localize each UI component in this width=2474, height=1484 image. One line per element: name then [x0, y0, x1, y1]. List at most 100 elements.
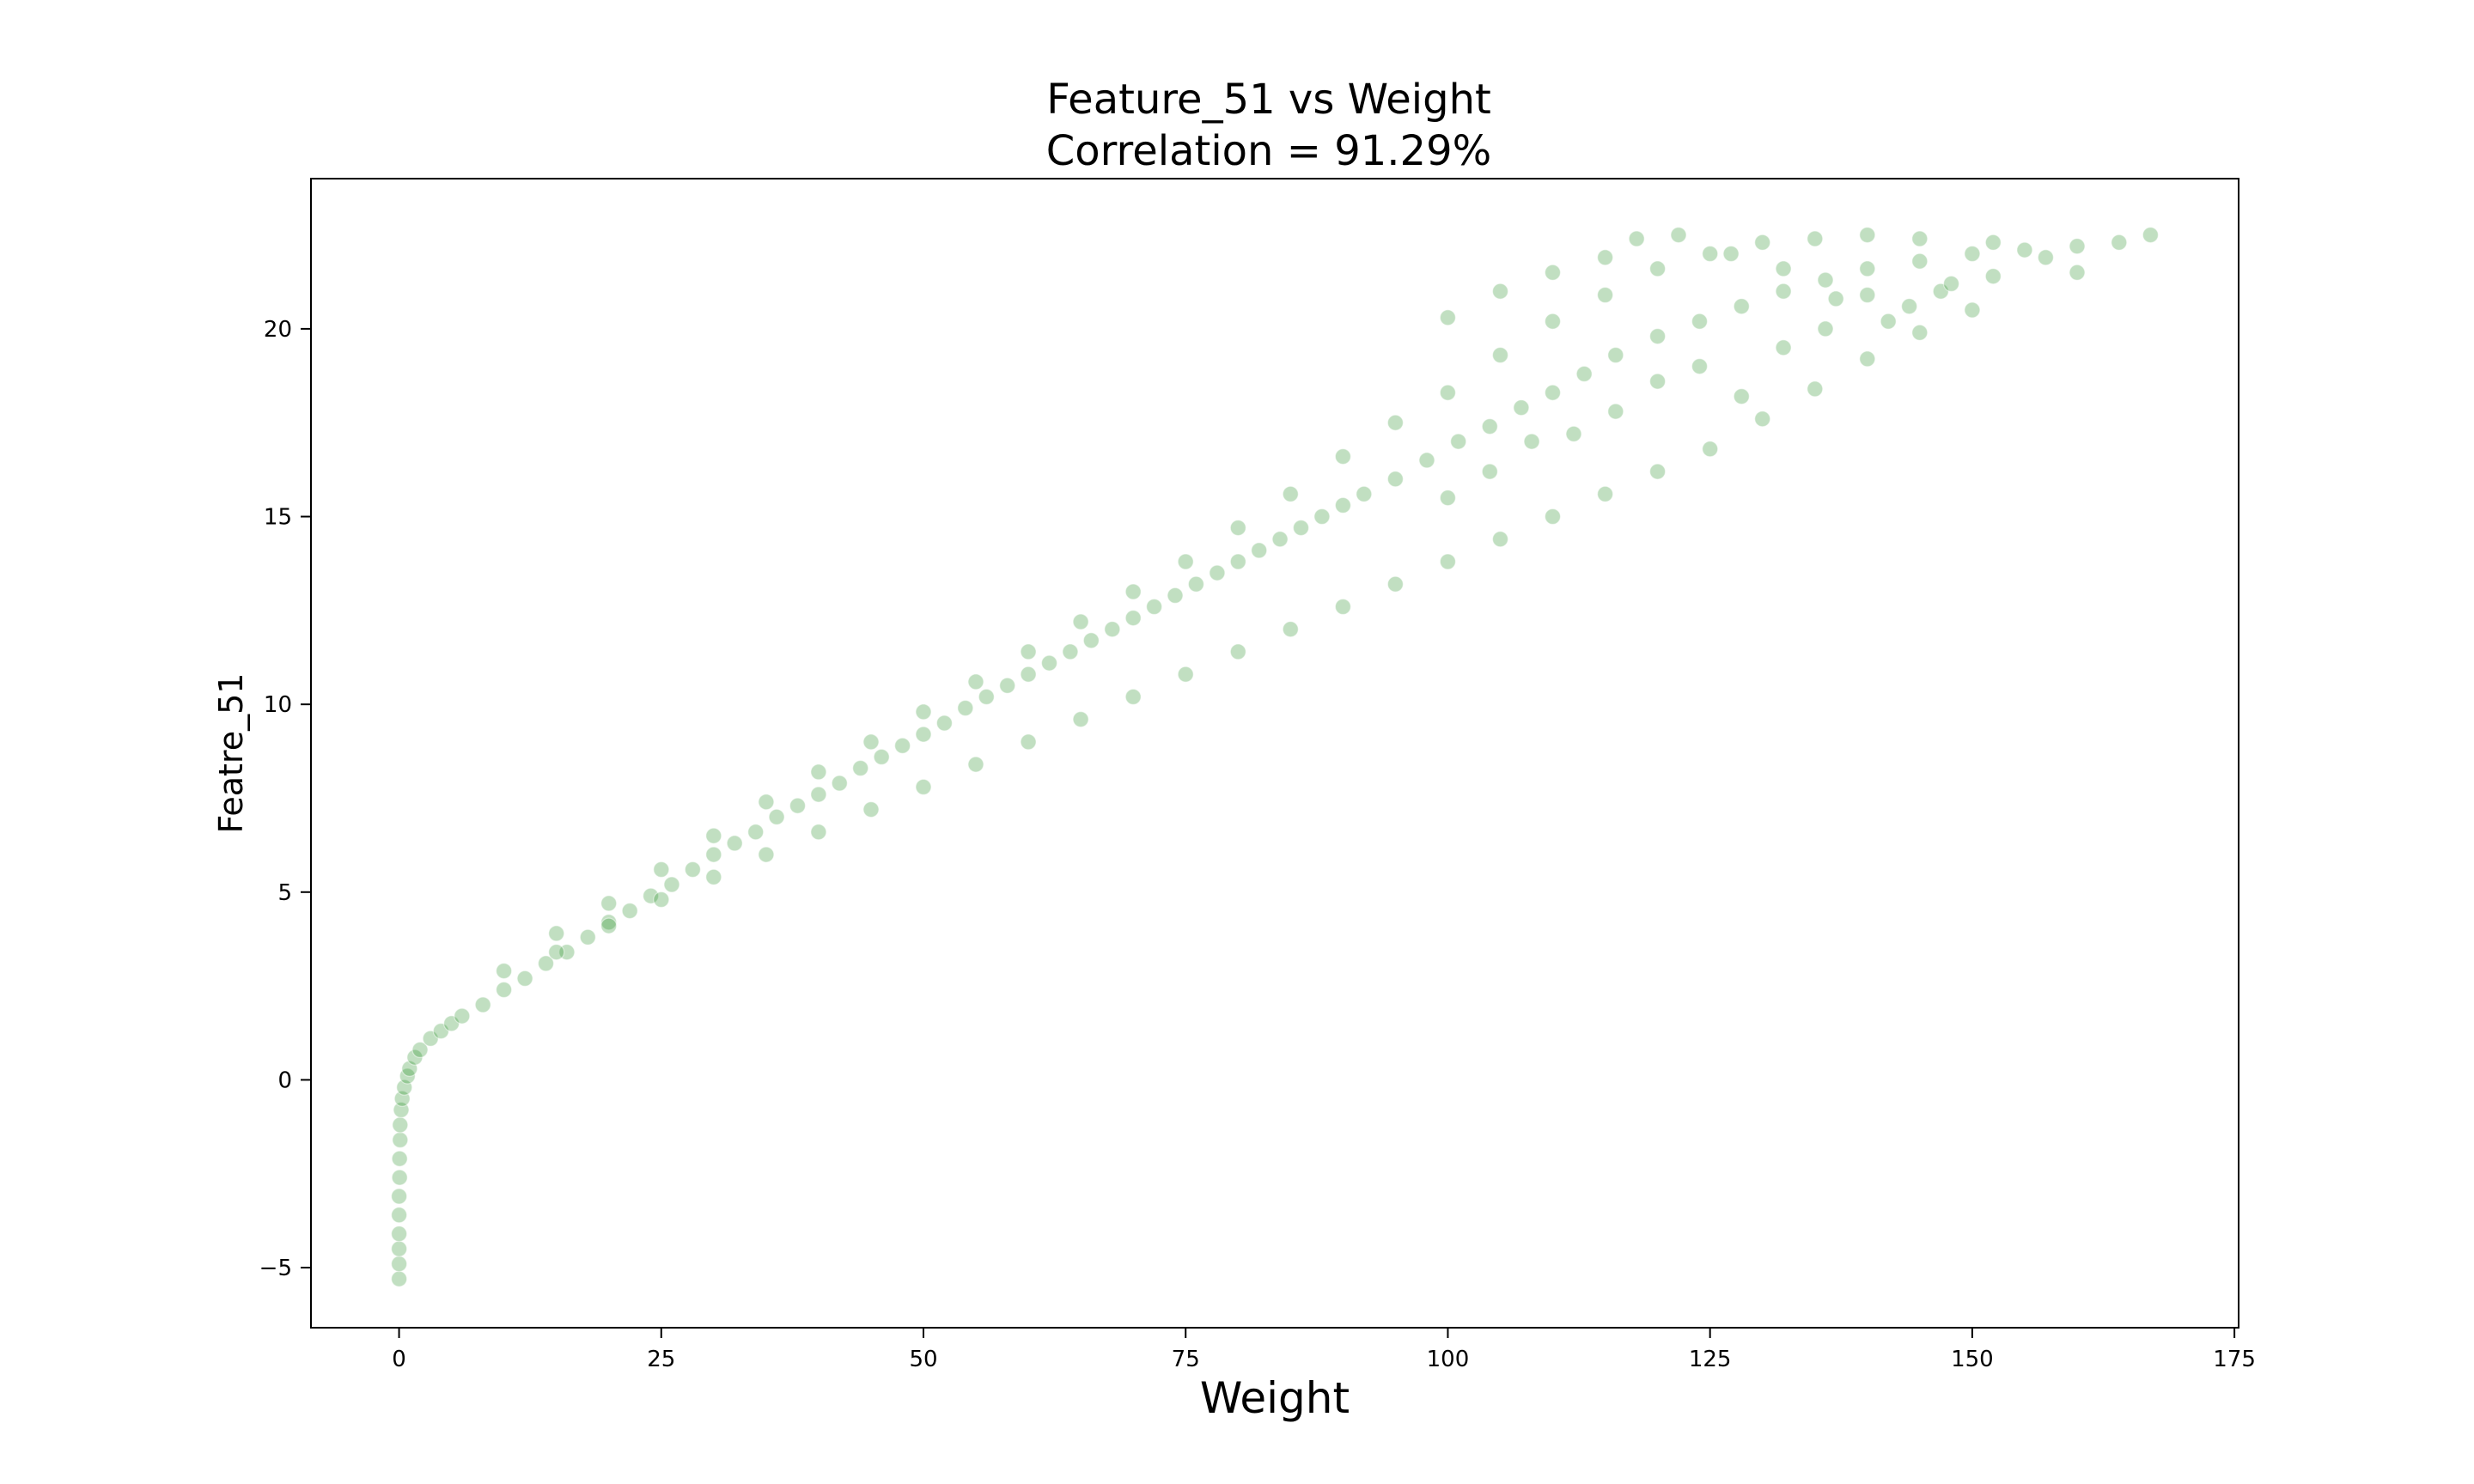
- scatter-point: [1670, 227, 1687, 244]
- x-tick-label: 150: [1951, 1347, 1994, 1372]
- scatter-point: [1565, 425, 1582, 442]
- scatter-point: [915, 726, 932, 743]
- scatter-point: [1145, 598, 1163, 616]
- scatter-point: [1439, 309, 1457, 326]
- x-tick-label: 0: [392, 1347, 406, 1372]
- scatter-point: [391, 1169, 408, 1186]
- scatter-point: [978, 688, 995, 706]
- scatter-point: [1177, 553, 1194, 570]
- scatter-point: [1104, 621, 1121, 638]
- scatter-point: [2069, 264, 2086, 281]
- scatter-point: [758, 846, 775, 863]
- y-axis-label: Featre_51: [212, 673, 250, 834]
- scatter-point: [391, 1207, 408, 1224]
- scatter-point: [684, 861, 702, 879]
- scatter-point: [1964, 301, 1981, 319]
- scatter-point: [1386, 575, 1405, 593]
- scatter-point: [1450, 433, 1467, 450]
- plot-frame: [310, 178, 2239, 1329]
- scatter-point: [862, 733, 880, 751]
- scatter-point: [391, 1188, 408, 1205]
- scatter-point: [1628, 230, 1645, 247]
- scatter-point: [915, 778, 932, 796]
- scatter-point: [1942, 275, 1960, 292]
- scatter-point: [705, 868, 722, 885]
- scatter-point: [1167, 587, 1184, 605]
- scatter-point: [600, 917, 618, 934]
- scatter-point: [1607, 403, 1624, 420]
- scatter-point: [873, 748, 890, 766]
- scatter-point: [831, 775, 848, 792]
- scatter-point: [391, 1150, 408, 1167]
- scatter-point: [1544, 508, 1562, 526]
- scatter-point: [1544, 384, 1562, 401]
- scatter-point: [1648, 373, 1667, 390]
- scatter-point: [1691, 358, 1709, 375]
- scatter-point: [1754, 411, 1771, 428]
- scatter-point: [862, 800, 880, 818]
- scatter-point: [1418, 452, 1435, 469]
- scatter-point: [663, 876, 680, 893]
- scatter-point: [1775, 260, 1792, 277]
- scatter-point: [1251, 542, 1268, 559]
- scatter-point: [1807, 380, 1824, 398]
- scatter-point: [705, 827, 722, 844]
- scatter-point: [1648, 328, 1667, 345]
- scatter-point: [653, 861, 670, 879]
- x-tick-label: 175: [2213, 1347, 2256, 1372]
- scatter-point: [621, 902, 638, 920]
- scatter-point: [1124, 688, 1142, 706]
- y-tick-label: 5: [277, 880, 292, 906]
- scatter-point: [495, 962, 513, 980]
- scatter-point: [1334, 496, 1352, 514]
- scatter-point: [1491, 531, 1509, 548]
- scatter-point: [1124, 609, 1142, 627]
- scatter-point: [579, 928, 596, 946]
- scatter-point: [1544, 313, 1562, 330]
- scatter-point: [1439, 384, 1457, 401]
- scatter-point: [516, 970, 533, 988]
- scatter-point: [548, 925, 565, 942]
- scatter-point: [915, 703, 932, 721]
- scatter-point: [1209, 564, 1226, 581]
- scatter-point: [1575, 365, 1593, 382]
- scatter-point: [1911, 230, 1929, 247]
- x-tick-label: 75: [1172, 1347, 1200, 1372]
- scatter-point: [2069, 238, 2086, 255]
- scatter-point: [747, 824, 765, 841]
- y-tick-label: 20: [264, 317, 292, 343]
- scatter-point: [392, 1131, 409, 1149]
- scatter-point: [768, 808, 785, 825]
- scatter-point: [810, 824, 827, 841]
- x-tick-label: 50: [909, 1347, 937, 1372]
- y-tick-label: −5: [259, 1256, 292, 1281]
- scatter-point: [810, 763, 827, 781]
- scatter-point: [548, 944, 565, 961]
- scatter-point: [1491, 283, 1509, 300]
- scatter-point: [1020, 733, 1037, 751]
- scatter-point: [392, 1116, 409, 1134]
- data-points: [391, 227, 2159, 1287]
- scatter-point: [1020, 666, 1037, 683]
- scatter-point: [2142, 227, 2159, 244]
- scatter-point: [957, 699, 974, 717]
- scatter-point: [391, 1226, 408, 1243]
- y-axis: −5 0 5 10 15 20: [259, 317, 311, 1281]
- scatter-point: [1754, 234, 1771, 251]
- scatter-point: [935, 715, 954, 732]
- x-tick-label: 100: [1427, 1347, 1470, 1372]
- scatter-point: [1984, 268, 2002, 285]
- scatter-point: [1124, 583, 1142, 600]
- scatter-point: [1334, 598, 1352, 616]
- scatter-point: [1911, 252, 1929, 270]
- scatter-point: [1964, 245, 1981, 263]
- scatter-point: [2037, 249, 2054, 266]
- scatter-point: [1901, 298, 1918, 315]
- scatter-point: [1544, 264, 1562, 281]
- scatter-point: [1648, 463, 1667, 480]
- scatter-point: [1702, 245, 1719, 263]
- scatter-point: [411, 1041, 429, 1059]
- scatter-point: [2111, 234, 2128, 251]
- scatter-point: [1733, 298, 1750, 315]
- scatter-point: [1292, 519, 1310, 537]
